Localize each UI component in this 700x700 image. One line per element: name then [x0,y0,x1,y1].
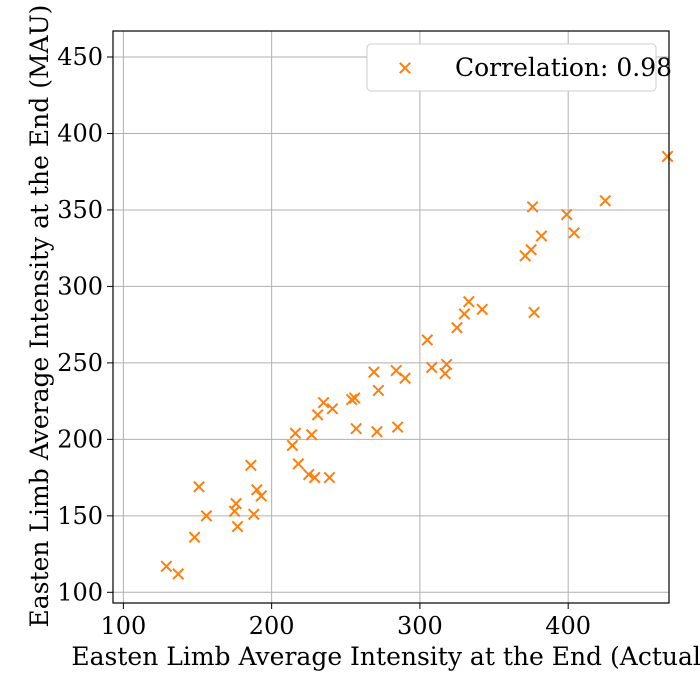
data-point [326,402,339,415]
data-point [230,497,242,510]
data-point [528,306,540,319]
y-tick-label: 300 [57,272,103,300]
data-point [476,303,489,316]
data-point [661,150,674,163]
y-tick-label: 450 [57,43,103,71]
data-point [193,480,205,493]
legend-marker-x-icon [399,62,411,74]
y-axis-ticks: 100 150 200 250 300 350 400 450 [57,43,113,606]
plot-frame [112,30,670,604]
data-point [311,408,324,421]
y-tick-label: 250 [57,349,103,377]
data-point [286,439,299,452]
x-axis-label: Easten Limb Average Intensity at the End… [71,642,700,671]
legend-box [366,43,657,92]
data-point [390,364,403,377]
data-point [462,295,475,308]
legend-label: Correlation: 0.98 [455,53,672,82]
data-point [371,425,383,438]
data-point [350,422,363,435]
data-point [323,471,336,484]
y-tick-label: 100 [57,578,103,606]
data-point [289,427,302,440]
data-point [368,366,380,378]
data-point [255,490,268,502]
x-tick-label: 100 [100,612,146,640]
data-point [305,428,318,441]
data-point [247,508,260,521]
data-point [451,321,463,334]
data-point [425,361,438,374]
x-tick-label: 200 [249,612,295,640]
data-point [317,396,330,409]
legend-marker [399,62,411,74]
data-point [231,520,244,533]
data-point [599,194,612,207]
data-point [244,459,257,472]
data-point [200,509,213,522]
data-point [292,457,305,470]
data-points [160,150,674,580]
data-point [439,367,452,380]
y-tick-label: 200 [57,425,103,453]
data-point [458,308,471,320]
legend: Correlation: 0.98 [366,43,672,92]
data-point [568,226,581,239]
x-tick-label: 400 [545,612,591,640]
data-point [372,384,385,397]
data-point [302,468,315,481]
data-point [348,392,361,404]
data-point [250,483,263,496]
data-point [535,230,548,242]
x-axis-ticks: 100 200 300 400 [100,603,591,640]
data-point [440,358,453,371]
data-point [421,334,434,346]
y-tick-label: 350 [57,196,103,224]
data-point [525,243,538,256]
data-point [188,531,201,544]
y-tick-label: 150 [57,502,103,530]
x-tick-label: 300 [397,612,443,640]
data-point [560,208,573,221]
data-point [391,421,404,434]
data-point [160,560,173,573]
data-point [345,393,358,406]
y-axis-label: Easten Limb Average Intensity at the End… [25,5,54,628]
data-point [308,471,321,484]
data-point [526,200,539,213]
grid-lines [113,31,669,603]
data-point [399,372,411,385]
data-point [172,568,185,580]
y-tick-label: 400 [57,119,103,147]
